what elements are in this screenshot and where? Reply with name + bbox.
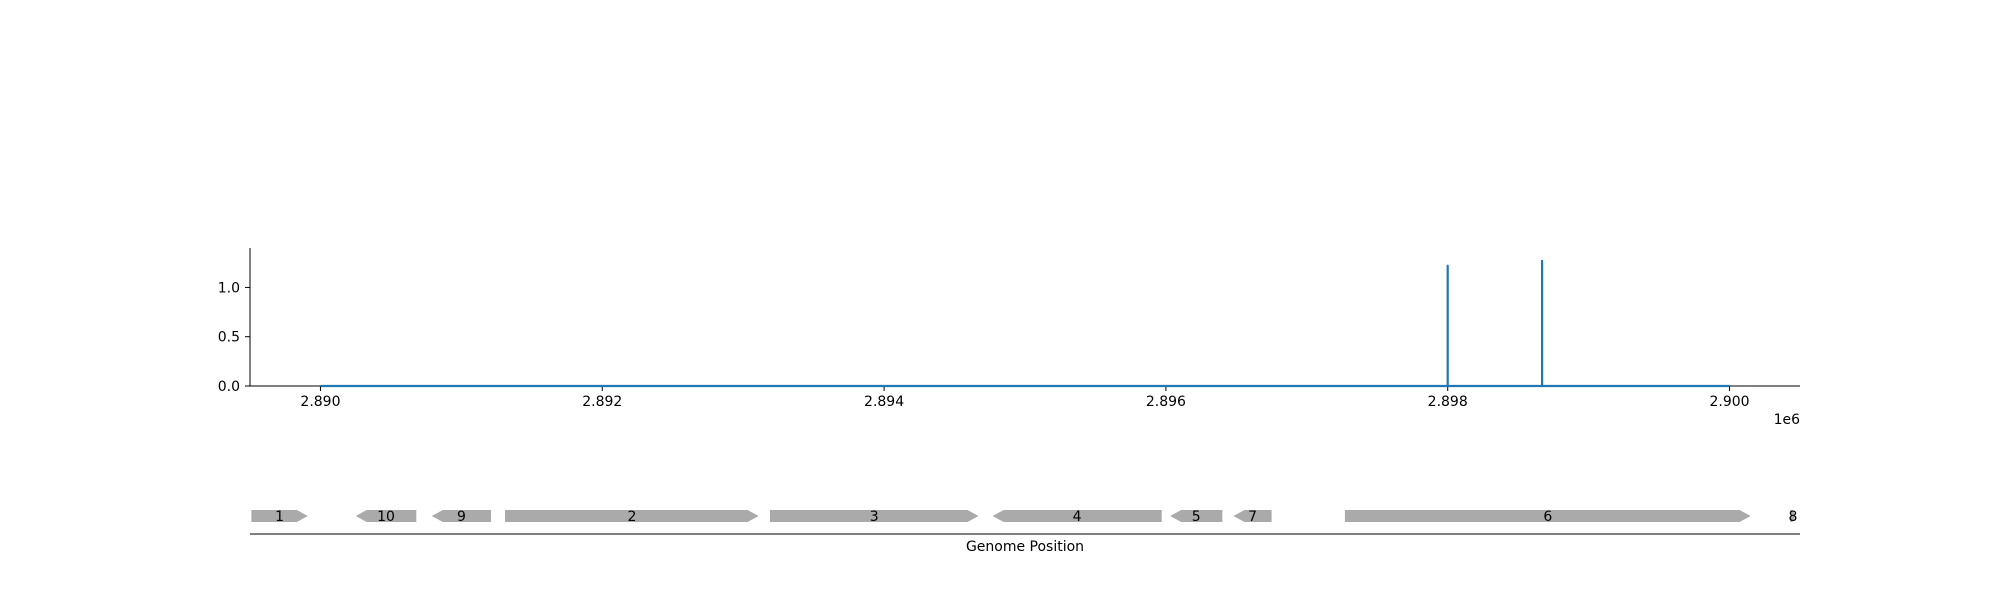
x-tick-label: 2.898 — [1428, 394, 1468, 410]
x-tick-label: 2.896 — [1146, 394, 1186, 410]
gene-arrow — [770, 510, 979, 522]
gene-arrow — [431, 510, 491, 522]
gene-label: 6 — [1543, 509, 1552, 525]
gene-label: 9 — [457, 509, 466, 525]
gene-label: 10 — [377, 509, 395, 525]
signal-plot: 2.890 2.892 2.894 2.896 2.898 2.900 0.0 0.5 1.0… — [218, 248, 1800, 428]
gene-label: 2 — [627, 509, 636, 525]
gene-arrow — [355, 510, 417, 522]
gene-arrow — [1790, 510, 1796, 522]
x-axis-ticks: 2.890 2.892 2.894 2.896 2.898 2.900 — [300, 386, 1750, 410]
gene-arrow — [1170, 510, 1223, 522]
y-tick-label: 0.5 — [218, 330, 240, 346]
series-line — [320, 259, 1730, 388]
gene-arrow — [1233, 510, 1272, 522]
y-tick-label: 1.0 — [218, 280, 240, 296]
gene-map: 1 10 9 2 3 4 5 7 6 8 Genome Position — [250, 509, 1800, 555]
gene-label: 4 — [1073, 509, 1082, 525]
x-axis-label: Genome Position — [966, 539, 1084, 555]
x-tick-label: 2.894 — [864, 394, 904, 410]
x-tick-label: 2.892 — [582, 394, 622, 410]
gene-label: 7 — [1248, 509, 1257, 525]
gene-track: 1 10 9 2 3 4 5 7 6 8 — [251, 509, 1797, 525]
x-offset-label: 1e6 — [1774, 412, 1801, 428]
y-axis-ticks: 0.0 0.5 1.0 — [218, 280, 250, 395]
gene-label: 3 — [870, 509, 879, 525]
gene-label: 8 — [1789, 509, 1798, 525]
gene-arrow — [505, 510, 759, 522]
gene-label: 1 — [275, 509, 284, 525]
gene-arrow — [251, 510, 308, 522]
x-tick-label: 2.890 — [300, 394, 340, 410]
gene-arrow — [1344, 510, 1751, 522]
gene-arrow — [992, 510, 1162, 522]
series-group — [320, 259, 1730, 388]
gene-label: 5 — [1192, 509, 1201, 525]
y-tick-label: 0.0 — [218, 379, 240, 395]
x-tick-label: 2.900 — [1709, 394, 1749, 410]
